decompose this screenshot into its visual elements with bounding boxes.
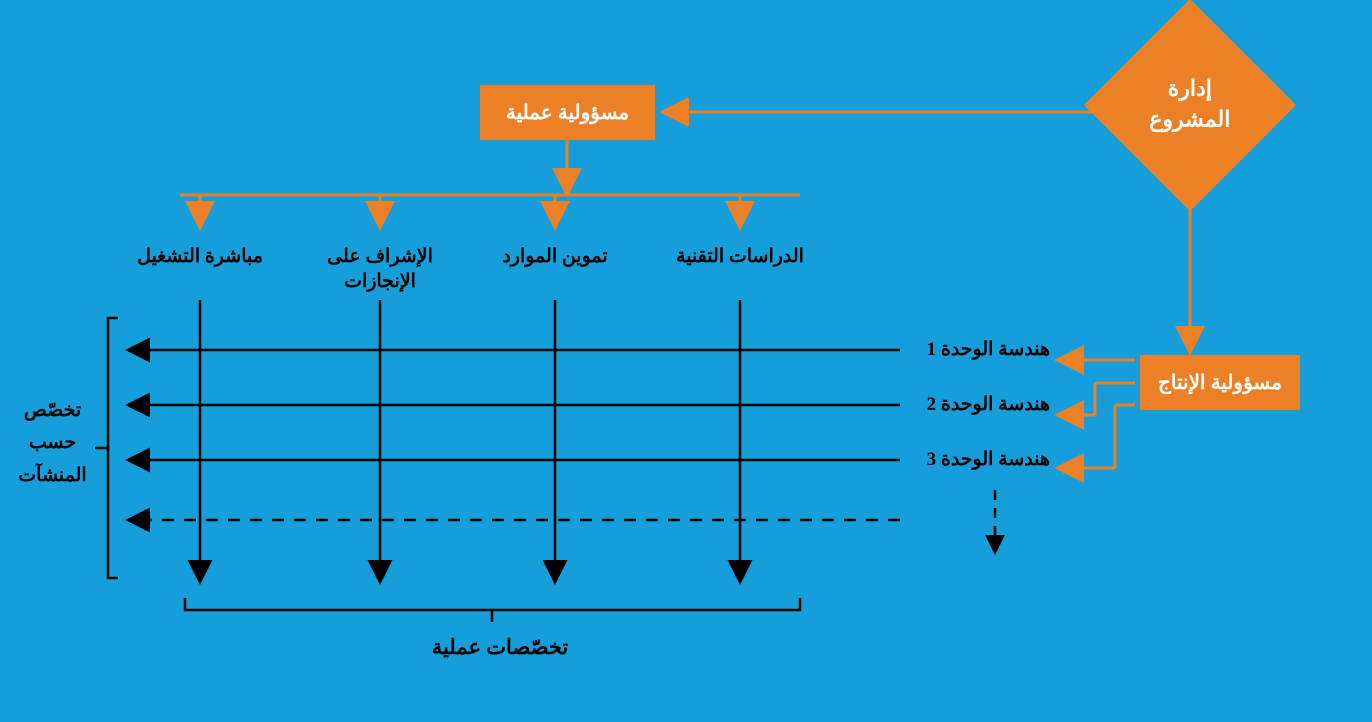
operational-label: مسؤولية عملية [506, 100, 629, 125]
column-label-3: مباشرة التشغيل [130, 245, 270, 268]
column-label-2: الإشراف علىالإنجازات [315, 245, 445, 294]
production-label: مسؤولية الإنتاج [1158, 370, 1282, 395]
bottom-label: تخصّصات عملية [400, 635, 600, 660]
diamond-label: إدارةالمشروع [1149, 74, 1230, 136]
row-label-0: هندسة الوحدة 1 [910, 338, 1050, 361]
project-management-diamond: إدارةالمشروع [1084, 0, 1296, 211]
column-label-1: تموين الموارد [490, 245, 620, 268]
side-label: تخصّص حسب المنشآت [10, 395, 95, 492]
column-label-0: الدراسات التقنية [670, 245, 810, 268]
row-label-2: هندسة الوحدة 3 [910, 448, 1050, 471]
operational-responsibility-box: مسؤولية عملية [480, 85, 655, 140]
production-responsibility-box: مسؤولية الإنتاج [1140, 355, 1300, 410]
row-label-1: هندسة الوحدة 2 [910, 393, 1050, 416]
